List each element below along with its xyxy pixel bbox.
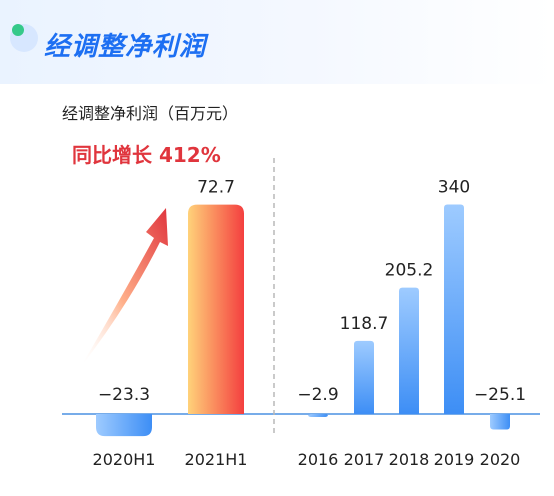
- value-label-2021H1: 72.7: [197, 178, 235, 198]
- bar-2017: [354, 340, 374, 414]
- category-label-2020H1: 2020H1: [93, 450, 156, 469]
- bar-2021H1: [188, 204, 244, 414]
- category-label-2016: 2016: [298, 450, 339, 469]
- page-title: 经调整净利润: [44, 32, 207, 62]
- category-label-2017: 2017: [344, 450, 385, 469]
- growth-annotation: 同比增长 412%: [72, 143, 221, 167]
- value-label-2019: 340: [438, 178, 470, 198]
- growth-arrow-icon: [80, 208, 168, 368]
- bar-2020: [490, 414, 510, 430]
- chart-subtitle: 经调整净利润（百万元）: [62, 104, 239, 123]
- category-label-2018: 2018: [389, 450, 430, 469]
- bar-2018: [399, 287, 419, 414]
- value-label-2017: 118.7: [340, 314, 389, 334]
- value-label-2020H1: −23.3: [98, 385, 150, 405]
- category-label-2019: 2019: [434, 450, 475, 469]
- bubble-dots-icon: [10, 24, 38, 52]
- header-banner: [0, 0, 554, 84]
- bar-2019: [444, 204, 464, 414]
- value-label-2016: −2.9: [297, 385, 338, 405]
- bar-2020H1: [96, 414, 152, 437]
- category-label-2020: 2020: [480, 450, 521, 469]
- bar-2016: [308, 414, 328, 417]
- value-label-2020: −25.1: [474, 385, 526, 405]
- value-label-2018: 205.2: [385, 261, 434, 281]
- category-label-2021H1: 2021H1: [185, 450, 248, 469]
